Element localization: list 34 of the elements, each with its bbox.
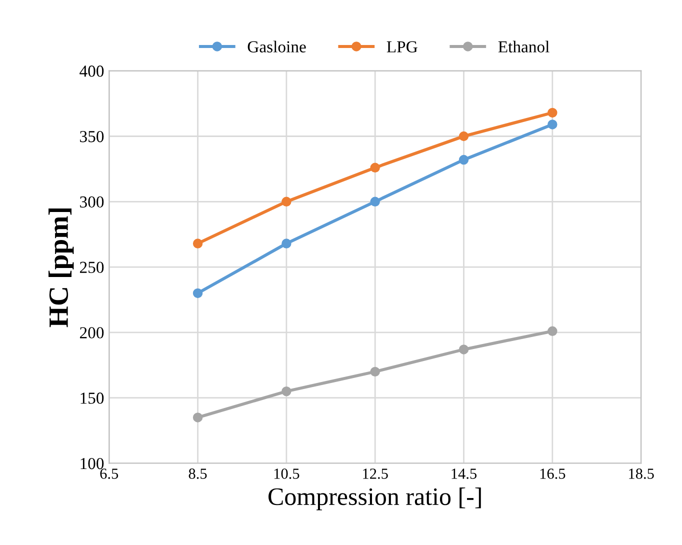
y-tick-label: 200 (80, 327, 104, 338)
point (370, 162, 380, 173)
point (458, 131, 469, 142)
point (282, 238, 292, 248)
point (370, 196, 380, 207)
y-tick-label: 350 (80, 130, 104, 142)
point (192, 288, 203, 298)
x-tick-label: 6.5 (100, 468, 118, 479)
point (282, 386, 292, 396)
x-tick-label: 14.5 (452, 468, 477, 479)
x-tick-label: 8.5 (188, 468, 207, 479)
point (548, 120, 558, 130)
y-tick-label: 250 (80, 262, 104, 273)
legend-label: LPG (386, 41, 418, 52)
x-tick-label: 18.5 (629, 468, 654, 479)
x-axis-title: Compression ratio [-] (268, 488, 481, 510)
point (192, 238, 203, 248)
y-axis-title: HC [ppm] (48, 208, 74, 328)
x-tick-label: 10.5 (274, 468, 300, 479)
point (458, 344, 469, 354)
legend-label: Ethanol (498, 40, 550, 52)
x-tick-label: 16.5 (540, 468, 566, 479)
point (370, 366, 380, 377)
point (548, 108, 558, 118)
y-tick-label: 400 (80, 66, 104, 77)
point (548, 326, 558, 336)
point (282, 196, 292, 207)
point (192, 412, 203, 422)
point (458, 154, 469, 165)
y-tick-label: 300 (80, 196, 104, 208)
y-tick-label: 150 (80, 392, 104, 404)
x-tick-label: 12.5 (363, 468, 388, 479)
legend-label: Gasloine (248, 40, 306, 52)
y-tick-label: 100 (80, 458, 104, 470)
